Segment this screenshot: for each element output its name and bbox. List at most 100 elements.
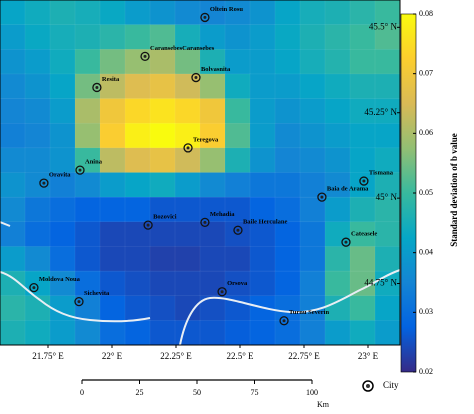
grid-cell [24, 172, 51, 198]
grid-cell [374, 246, 401, 272]
grid-cell [124, 98, 151, 124]
scale-label: 0 [80, 388, 84, 397]
grid-cell [174, 196, 201, 223]
grid-cell [124, 73, 151, 100]
grid-cell [124, 196, 151, 223]
grid-cell [0, 270, 26, 297]
grid-cell [0, 295, 26, 321]
scale-label: 100 [306, 388, 318, 397]
grid-cell [299, 122, 326, 149]
grid-cell [374, 49, 401, 75]
grid-cell [274, 196, 301, 223]
city-label: CaransebesCaransebes [150, 45, 215, 52]
grid-cell [49, 221, 76, 247]
grid-cell [274, 24, 301, 50]
city-marker [74, 296, 84, 307]
city-marker [183, 143, 193, 153]
grid-cell [49, 246, 76, 272]
x-tick-label: 22° E [102, 351, 123, 361]
grid-cell [24, 221, 51, 247]
grid-cell [274, 0, 301, 26]
grid-cell [24, 98, 51, 124]
grid-cell [99, 246, 126, 272]
colorbar-tick-label: 0.05 [419, 188, 433, 197]
grid-cell [49, 49, 76, 75]
grid-cell [99, 320, 126, 346]
grid-cell [324, 147, 351, 174]
grid-cell [249, 246, 276, 272]
city-dot [77, 300, 81, 304]
grid-cell [124, 246, 151, 272]
grid-cell [49, 270, 76, 297]
grid-cell [249, 320, 276, 346]
city-dot [186, 146, 190, 150]
grid-cell [0, 147, 26, 174]
city-dot [78, 168, 82, 172]
grid-cell [174, 221, 201, 247]
grid-cell [199, 147, 226, 174]
river [0, 271, 151, 323]
grid-cell [299, 73, 326, 100]
grid-cell [74, 270, 101, 297]
grid-cell [99, 49, 126, 75]
grid-cell [74, 295, 101, 321]
grid-cell [199, 122, 226, 149]
grid-cell [224, 147, 251, 174]
grid-cell [249, 49, 276, 75]
grid-cell [349, 295, 376, 321]
grid-cell [274, 49, 301, 75]
x-tick-label: 22.25° E [160, 351, 192, 361]
grid-cell [0, 122, 26, 149]
grid-cell [24, 246, 51, 272]
grid-cell [149, 246, 176, 272]
grid-cell [199, 73, 226, 100]
grid-cell [324, 0, 351, 26]
grid-cell [249, 122, 276, 149]
city-label: Oltein Rosu [210, 6, 243, 13]
city-marker [191, 72, 201, 83]
grid-cell [0, 196, 26, 223]
grid-cell [24, 24, 51, 50]
grid-cell [249, 73, 276, 100]
grid-cell [74, 49, 101, 75]
grid-cell [149, 270, 176, 297]
city-marker [233, 225, 243, 235]
grid-cell [24, 122, 51, 149]
city-label: Mehadia [210, 211, 235, 218]
grid-cell [324, 24, 351, 50]
grid-cell [24, 73, 51, 100]
grid-cell [324, 172, 351, 198]
grid-cell [74, 172, 101, 198]
city-dot [362, 179, 366, 183]
city-dot [194, 76, 198, 80]
colorbar-tick-label: 0.03 [419, 307, 433, 316]
grid-cell [274, 122, 301, 149]
grid-cell [49, 147, 76, 174]
grid-cell [49, 320, 76, 346]
grid-cell [99, 172, 126, 198]
grid-cell [199, 172, 226, 198]
grid-cell [124, 295, 151, 321]
city-dot [203, 15, 207, 19]
colorbar-tick-label: 0.07 [419, 68, 433, 77]
colorbar-title: Standard deviation of b value [449, 133, 459, 247]
grid-cell [74, 0, 101, 26]
grid-cell [349, 320, 376, 346]
city-marker [200, 217, 210, 228]
grid-cell [324, 196, 351, 223]
grid-cell [374, 320, 401, 346]
city-marker [92, 82, 102, 93]
grid-cell [299, 98, 326, 124]
grid-cell [49, 98, 76, 124]
grid-cell [199, 320, 226, 346]
city-marker [359, 176, 369, 186]
grid-cell [99, 270, 126, 297]
grid-cell [374, 172, 401, 198]
grid-cell [274, 98, 301, 124]
grid-cell [349, 221, 376, 247]
city-label: Bozovici [153, 214, 177, 221]
map-frame [0, 0, 401, 346]
grid-cell [349, 49, 376, 75]
city-label: Anina [85, 159, 103, 166]
grid-cell [74, 246, 101, 272]
